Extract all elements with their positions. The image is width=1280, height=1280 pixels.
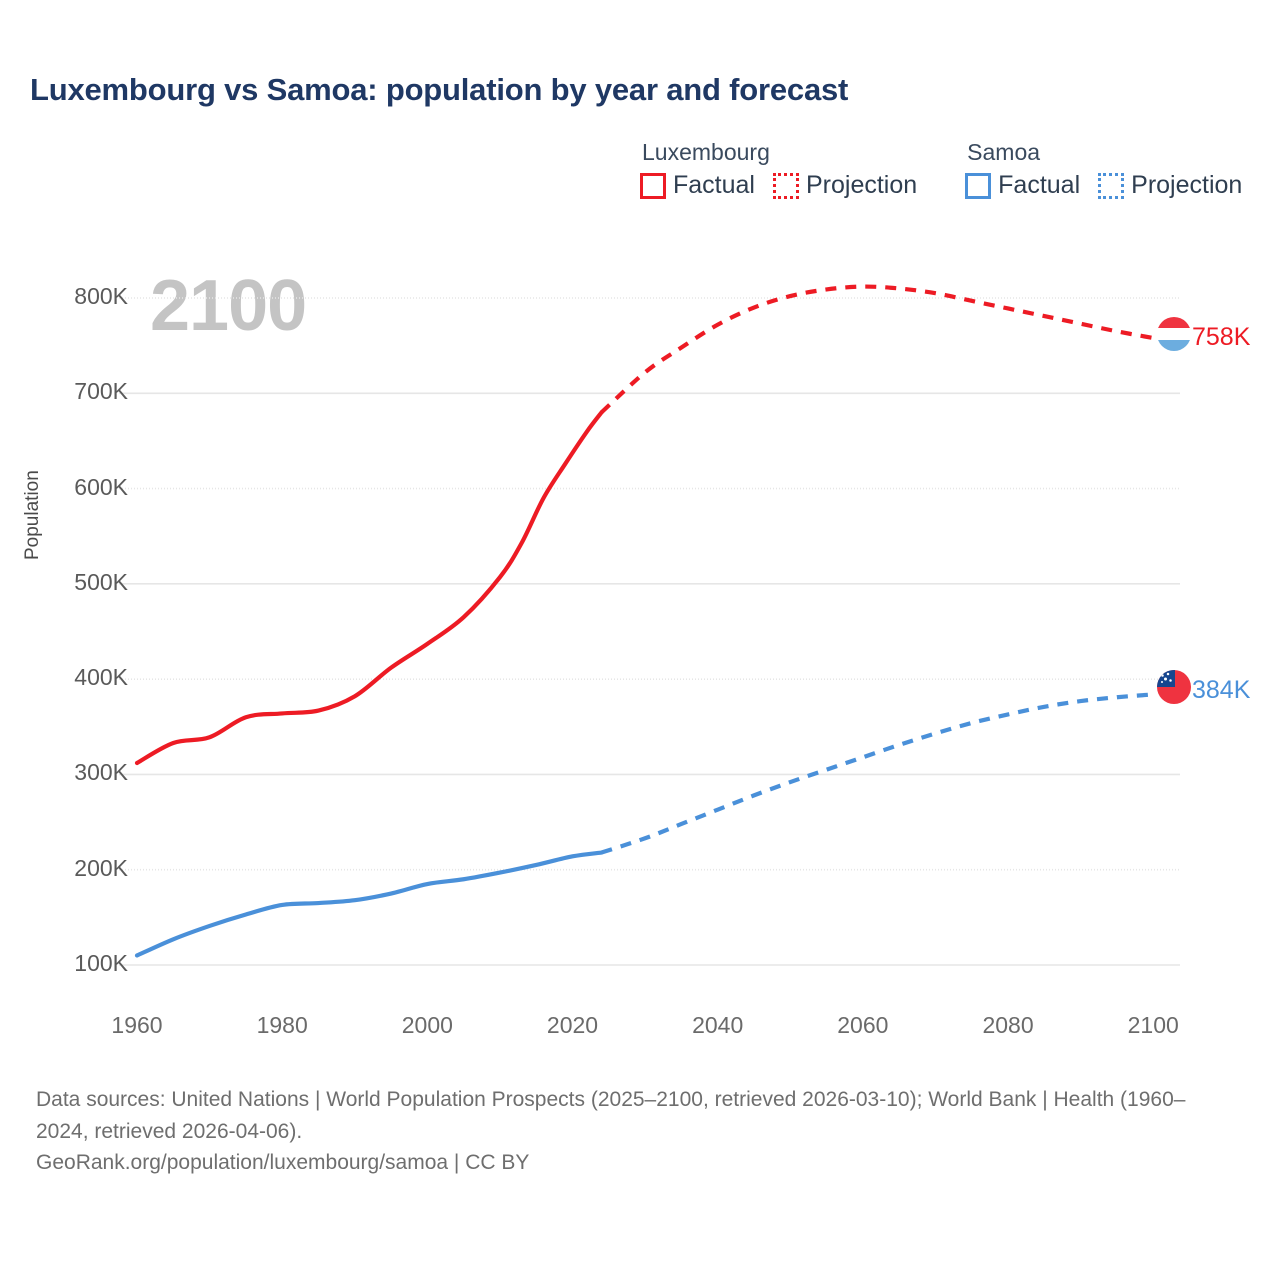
y-axis-tick-label: 200K — [74, 854, 128, 881]
legend-group-luxembourg: Luxembourg Factual Projection — [640, 139, 917, 200]
x-axis-tick-label: 2020 — [546, 1012, 599, 1038]
x-axis-tick-label: 2060 — [837, 1012, 889, 1038]
x-axis-tick-label: 1960 — [111, 1012, 163, 1038]
legend-item-samoa-projection[interactable]: Projection — [1098, 171, 1242, 200]
legend-label-luxembourg-projection: Projection — [805, 171, 918, 200]
legend-label-samoa-factual: Factual — [998, 171, 1081, 200]
luxembourg-endpoint-value: 758K — [1192, 323, 1251, 351]
series-line-projection — [600, 692, 1154, 855]
x-axis-tick-label: 2080 — [982, 1012, 1034, 1038]
y-axis-tick-label: 400K — [74, 664, 128, 691]
luxembourg-flag-icon — [1157, 317, 1191, 351]
year-watermark: 2100 — [150, 266, 307, 346]
legend-country-samoa: Samoa — [967, 139, 1041, 165]
series-line-projection — [600, 284, 1154, 414]
chart-legend: Luxembourg Factual Projection Samoa Fact… — [640, 139, 1242, 200]
legend-group-samoa: Samoa Factual Projection — [965, 139, 1242, 200]
footer-attribution: GeoRank.org/population/luxembourg/samoa … — [36, 1151, 530, 1174]
x-axis-tick-label: 2000 — [401, 1012, 453, 1038]
legend-row-luxembourg: Factual Projection — [640, 171, 917, 200]
series-line-factual — [134, 410, 604, 766]
legend-row-samoa: Factual Projection — [965, 171, 1242, 200]
legend-item-samoa-factual[interactable]: Factual — [965, 171, 1080, 200]
samoa-endpoint-value: 384K — [1192, 676, 1251, 704]
legend-swatch-dotted-icon — [1098, 172, 1125, 199]
legend-item-luxembourg-projection[interactable]: Projection — [772, 171, 918, 200]
legend-swatch-solid-icon — [965, 172, 992, 199]
series-line-factual — [134, 850, 604, 958]
chart-footer: Data sources: United Nations | World Pop… — [36, 1084, 1246, 1179]
legend-item-luxembourg-factual[interactable]: Factual — [640, 171, 755, 200]
legend-swatch-solid-icon — [640, 172, 666, 199]
y-axis-tick-label: 500K — [74, 568, 128, 595]
footer-data-sources: Data sources: United Nations | World Pop… — [36, 1088, 1186, 1143]
y-axis-tick-label: 700K — [74, 378, 128, 405]
legend-label-luxembourg-factual: Factual — [673, 171, 755, 200]
y-axis-tick-label: 300K — [74, 759, 128, 786]
legend-swatch-dotted-icon — [772, 172, 799, 199]
x-axis-tick-label: 1980 — [256, 1012, 308, 1038]
y-axis-tick-label: 600K — [74, 473, 128, 500]
x-axis-tick-label: 2100 — [1127, 1012, 1179, 1038]
legend-label-samoa-projection: Projection — [1131, 171, 1243, 200]
x-axis-tick-label: 2040 — [692, 1012, 744, 1038]
y-axis-tick-label: 100K — [74, 950, 128, 976]
legend-country-luxembourg: Luxembourg — [642, 139, 770, 165]
samoa-flag-icon — [1157, 670, 1191, 704]
y-axis-tick-label: 800K — [74, 283, 128, 309]
page-title: Luxembourg vs Samoa: population by year … — [30, 72, 849, 107]
y-axis-ticks: 100K 200K 300K 400K 500K 600K 700K 800K — [0, 0, 128, 1280]
